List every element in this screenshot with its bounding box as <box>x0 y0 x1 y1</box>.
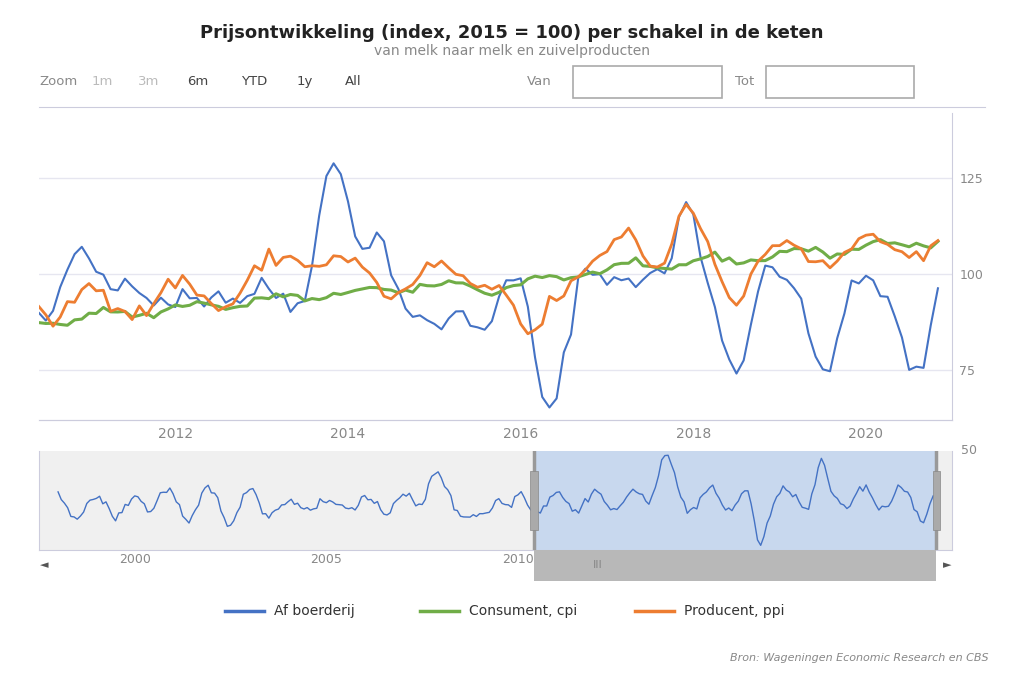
Bar <box>535 451 937 550</box>
FancyBboxPatch shape <box>766 66 914 98</box>
Text: ►: ► <box>943 560 951 570</box>
Bar <box>530 471 538 530</box>
Text: Tot: Tot <box>735 75 755 89</box>
Text: Bron: Wageningen Economic Research en CBS: Bron: Wageningen Economic Research en CB… <box>729 652 988 663</box>
Text: 3m: 3m <box>138 75 159 89</box>
Text: 6m: 6m <box>187 75 208 89</box>
Text: YTD: YTD <box>241 75 267 89</box>
Text: All: All <box>345 75 361 89</box>
Text: Consument, cpi: Consument, cpi <box>469 604 578 618</box>
Bar <box>535 550 937 581</box>
Text: van melk naar melk en zuivelproducten: van melk naar melk en zuivelproducten <box>374 44 650 58</box>
Text: Nov 1, 2020: Nov 1, 2020 <box>800 75 881 89</box>
Text: ◄: ◄ <box>40 560 48 570</box>
Text: 1y: 1y <box>297 75 313 89</box>
Text: III: III <box>593 560 603 570</box>
Text: Van: Van <box>527 75 552 89</box>
Text: 50: 50 <box>961 444 977 458</box>
Text: Prijsontwikkeling (index, 2015 = 100) per schakel in de keten: Prijsontwikkeling (index, 2015 = 100) pe… <box>201 24 823 42</box>
Bar <box>933 471 940 530</box>
Text: Af boerderij: Af boerderij <box>274 604 355 618</box>
FancyBboxPatch shape <box>573 66 722 98</box>
Text: Zoom: Zoom <box>39 75 77 89</box>
Text: Producent, ppi: Producent, ppi <box>684 604 784 618</box>
Text: 1m: 1m <box>92 75 113 89</box>
Text: Jun 2, 2010: Jun 2, 2010 <box>610 75 685 89</box>
